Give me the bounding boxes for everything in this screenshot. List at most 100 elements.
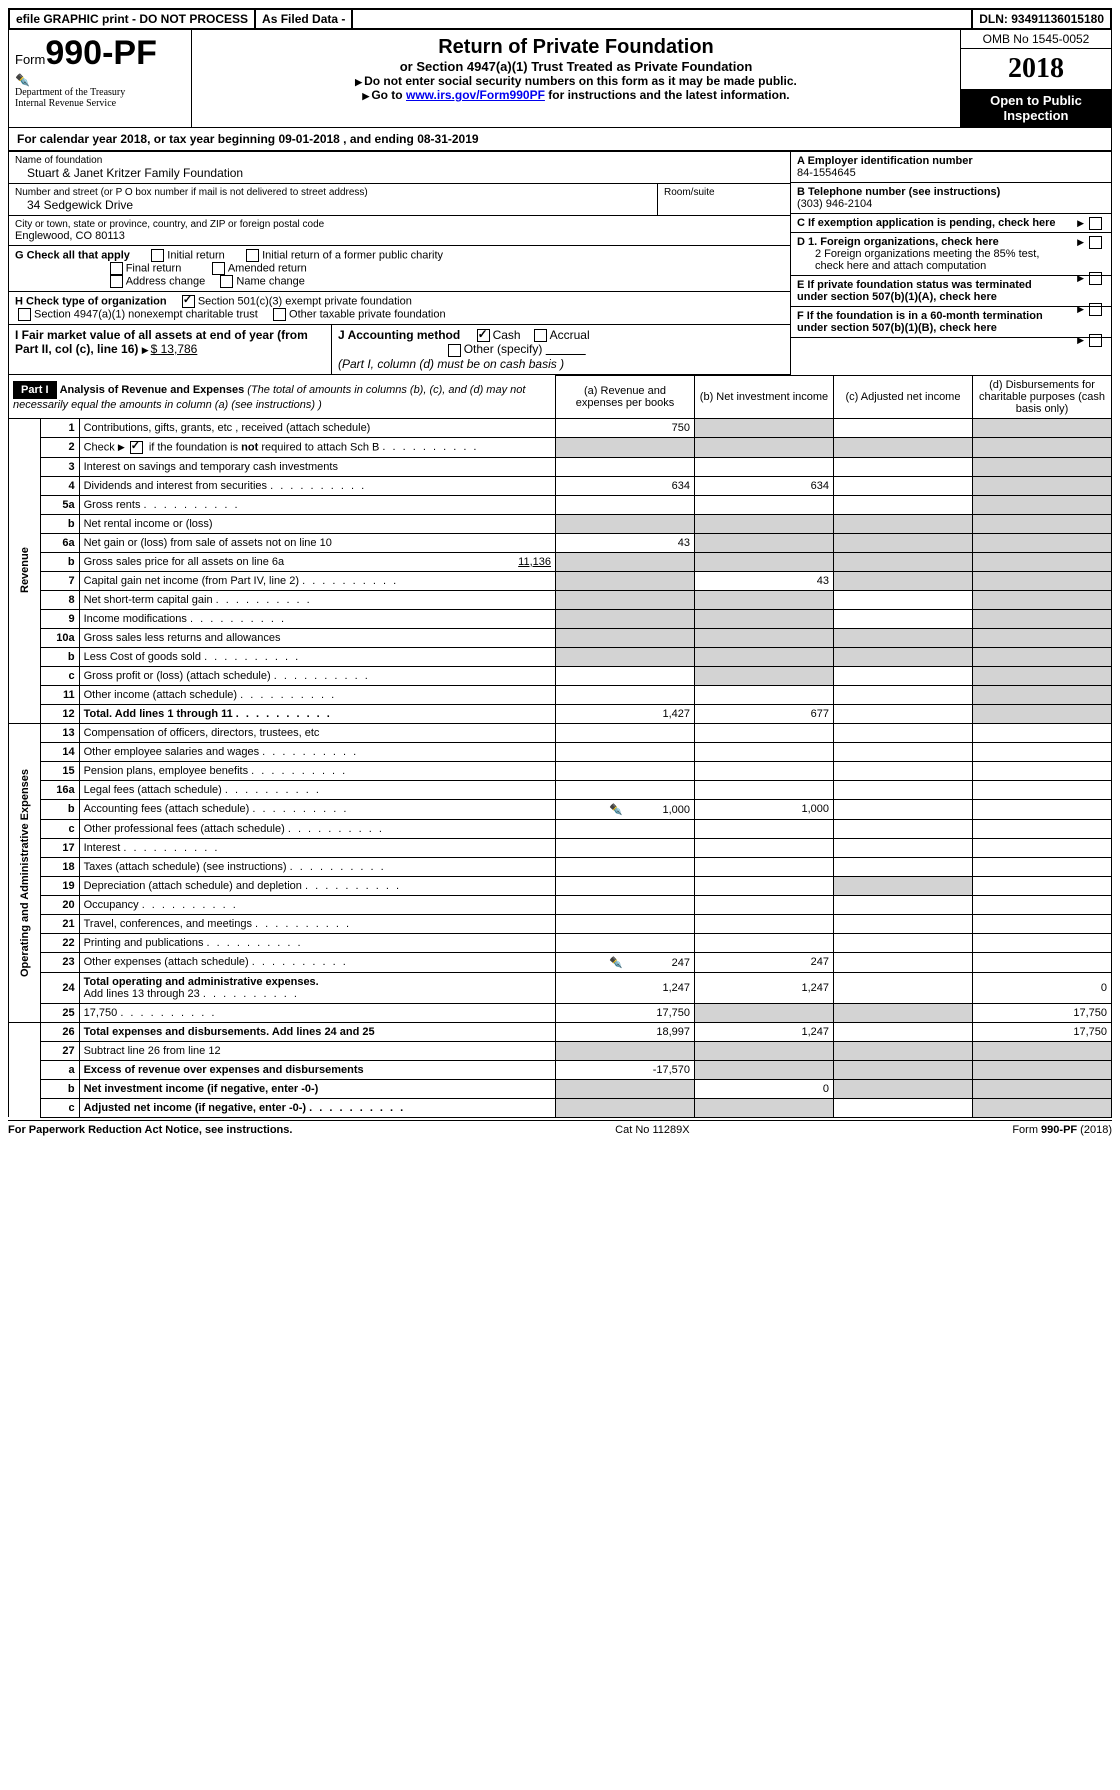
r11-num: 11 — [40, 685, 79, 704]
lbl-amended: Amended return — [228, 262, 307, 274]
cal-mid: , and ending — [340, 132, 417, 146]
r27b-b: 0 — [695, 1079, 834, 1098]
cb-other-taxable[interactable] — [273, 308, 286, 321]
r24-d: 0 — [973, 972, 1112, 1003]
r10b-num: b — [40, 647, 79, 666]
cb-initial[interactable] — [151, 249, 164, 262]
r9-num: 9 — [40, 609, 79, 628]
lbl-accrual: Accrual — [550, 328, 590, 342]
dept-irs: Internal Revenue Service — [15, 98, 185, 109]
r12-num: 12 — [40, 704, 79, 723]
r21-num: 21 — [40, 914, 79, 933]
f-label: F If the foundation is in a 60-month ter… — [797, 310, 1057, 334]
cb-d2[interactable] — [1089, 272, 1102, 285]
g-label: G Check all that apply — [15, 249, 130, 261]
r9-desc: Income modifications — [79, 609, 555, 628]
lbl-501c3: Section 501(c)(3) exempt private foundat… — [198, 295, 412, 307]
irs-link[interactable]: www.irs.gov/Form990PF — [406, 88, 545, 102]
r4-b: 634 — [695, 476, 834, 495]
cb-other-method[interactable] — [448, 344, 461, 357]
efile-notice: efile GRAPHIC print - DO NOT PROCESS — [10, 10, 256, 28]
r7-b: 43 — [695, 571, 834, 590]
r7-desc: Capital gain net income (from Part IV, l… — [79, 571, 555, 590]
r25-desc: 17,750 — [79, 1003, 555, 1022]
j-label: J Accounting method — [338, 328, 460, 342]
r27a-desc: Excess of revenue over expenses and disb… — [79, 1060, 555, 1079]
lbl-cash: Cash — [493, 328, 521, 342]
instr-ssn: Do not enter social security numbers on … — [364, 74, 797, 88]
cb-e[interactable] — [1089, 303, 1102, 316]
r15-desc: Pension plans, employee benefits — [79, 761, 555, 780]
cb-sch-b[interactable] — [130, 441, 143, 454]
r1-a: 750 — [556, 418, 695, 437]
col-a-header: (a) Revenue and expenses per books — [556, 375, 695, 418]
cb-initial-former[interactable] — [246, 249, 259, 262]
r8-desc: Net short-term capital gain — [79, 590, 555, 609]
r3-desc: Interest on savings and temporary cash i… — [79, 457, 555, 476]
street-address: 34 Sedgewick Drive — [15, 198, 651, 212]
r6a-num: 6a — [40, 533, 79, 552]
r7-num: 7 — [40, 571, 79, 590]
r10a-num: 10a — [40, 628, 79, 647]
cb-cash[interactable] — [477, 329, 490, 342]
city-label: City or town, state or province, country… — [15, 219, 784, 230]
cb-c[interactable] — [1089, 217, 1102, 230]
r27a-a: -17,570 — [556, 1060, 695, 1079]
fmv-value: $ 13,786 — [151, 342, 198, 356]
r26-num: 26 — [40, 1022, 79, 1041]
r12-b: 677 — [695, 704, 834, 723]
calendar-year-row: For calendar year 2018, or tax year begi… — [8, 128, 1112, 152]
r6a-desc: Net gain or (loss) from sale of assets n… — [79, 533, 555, 552]
entity-info: Name of foundation Stuart & Janet Kritze… — [8, 152, 1112, 375]
city-state-zip: Englewood, CO 80113 — [15, 230, 784, 242]
cb-final[interactable] — [110, 262, 123, 275]
r24-num: 24 — [40, 972, 79, 1003]
r5b-num: b — [40, 514, 79, 533]
cb-501c3[interactable] — [182, 295, 195, 308]
r15-num: 15 — [40, 761, 79, 780]
page-footer: For Paperwork Reduction Act Notice, see … — [8, 1120, 1112, 1136]
r6b-value: 11,136 — [518, 556, 551, 568]
r17-num: 17 — [40, 838, 79, 857]
part1-table: Part I Analysis of Revenue and Expenses … — [8, 375, 1112, 1118]
cb-name[interactable] — [220, 275, 233, 288]
form-number: 990-PF — [45, 34, 157, 72]
r27b-desc: Net investment income (if negative, ente… — [79, 1079, 555, 1098]
r6b-desc: Gross sales price for all assets on line… — [79, 552, 555, 571]
r22-desc: Printing and publications — [79, 933, 555, 952]
expenses-label: Operating and Administrative Expenses — [9, 723, 41, 1022]
cb-amended[interactable] — [212, 262, 225, 275]
r10c-num: c — [40, 666, 79, 685]
r25-num: 25 — [40, 1003, 79, 1022]
lbl-initial: Initial return — [167, 249, 224, 261]
lbl-4947: Section 4947(a)(1) nonexempt charitable … — [34, 308, 258, 320]
lbl-other-taxable: Other taxable private foundation — [289, 308, 446, 320]
r26-d: 17,750 — [973, 1022, 1112, 1041]
cb-d1[interactable] — [1089, 236, 1102, 249]
phone-value: (303) 946-2104 — [797, 198, 1105, 210]
lbl-address: Address change — [126, 275, 206, 287]
r5b-desc: Net rental income or (loss) — [79, 514, 555, 533]
cal-begin: 09-01-2018 — [278, 132, 339, 146]
topbar-spacer — [353, 10, 973, 28]
open-to-public: Open to Public Inspection — [961, 89, 1111, 127]
r24-a: 1,247 — [556, 972, 695, 1003]
r16b-desc: Accounting fees (attach schedule) — [79, 799, 555, 819]
r21-desc: Travel, conferences, and meetings — [79, 914, 555, 933]
name-label: Name of foundation — [15, 155, 784, 166]
form-title: Return of Private Foundation — [198, 36, 954, 59]
r24-b: 1,247 — [695, 972, 834, 1003]
revenue-label: Revenue — [9, 418, 41, 723]
r17-desc: Interest — [79, 838, 555, 857]
cb-4947[interactable] — [18, 308, 31, 321]
dln-label: DLN: 93491136015180 — [973, 10, 1110, 28]
j-note: (Part I, column (d) must be on cash basi… — [338, 357, 564, 371]
r19-num: 19 — [40, 876, 79, 895]
r4-num: 4 — [40, 476, 79, 495]
cb-accrual[interactable] — [534, 329, 547, 342]
cb-f[interactable] — [1089, 334, 1102, 347]
cal-end: 08-31-2019 — [417, 132, 478, 146]
r24-desc: Total operating and administrative expen… — [79, 972, 555, 1003]
r6a-a: 43 — [556, 533, 695, 552]
cb-address[interactable] — [110, 275, 123, 288]
